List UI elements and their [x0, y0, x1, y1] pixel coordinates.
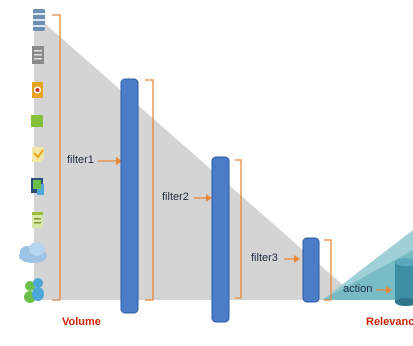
output-database-icon — [395, 258, 413, 306]
message-icon — [32, 147, 44, 162]
filter-2-label: filter2 — [162, 191, 189, 203]
cloud-icon — [19, 242, 47, 263]
arrow-4-head — [386, 286, 392, 294]
filter-bar-2 — [211, 156, 230, 323]
source-icons — [19, 9, 47, 303]
document-icon — [32, 46, 44, 64]
bracket-3 — [235, 159, 242, 299]
arrow-3-head — [294, 255, 300, 263]
filter-bar-3 — [302, 237, 320, 303]
people-icon — [24, 278, 44, 303]
arrow-2-head — [206, 194, 212, 202]
green-square-icon — [31, 115, 43, 127]
funnel-shape — [34, 14, 360, 300]
volume-label: Volume — [62, 316, 101, 328]
filter-3-label: filter3 — [251, 252, 278, 264]
bracket-4 — [324, 239, 332, 301]
action-zone-shadow — [322, 250, 413, 300]
filter-bar-1 — [120, 78, 139, 314]
notepad-icon — [32, 212, 43, 228]
filter-1-label: filter1 — [67, 154, 94, 166]
action-label: action — [343, 283, 373, 295]
database-icon — [33, 9, 45, 31]
device-icon — [31, 178, 44, 195]
bracket-2 — [145, 79, 154, 301]
relevance-label: Relevanc — [366, 316, 413, 328]
badge-icon — [32, 82, 43, 98]
arrow-1-head — [116, 157, 122, 165]
bracket-1 — [52, 14, 61, 301]
